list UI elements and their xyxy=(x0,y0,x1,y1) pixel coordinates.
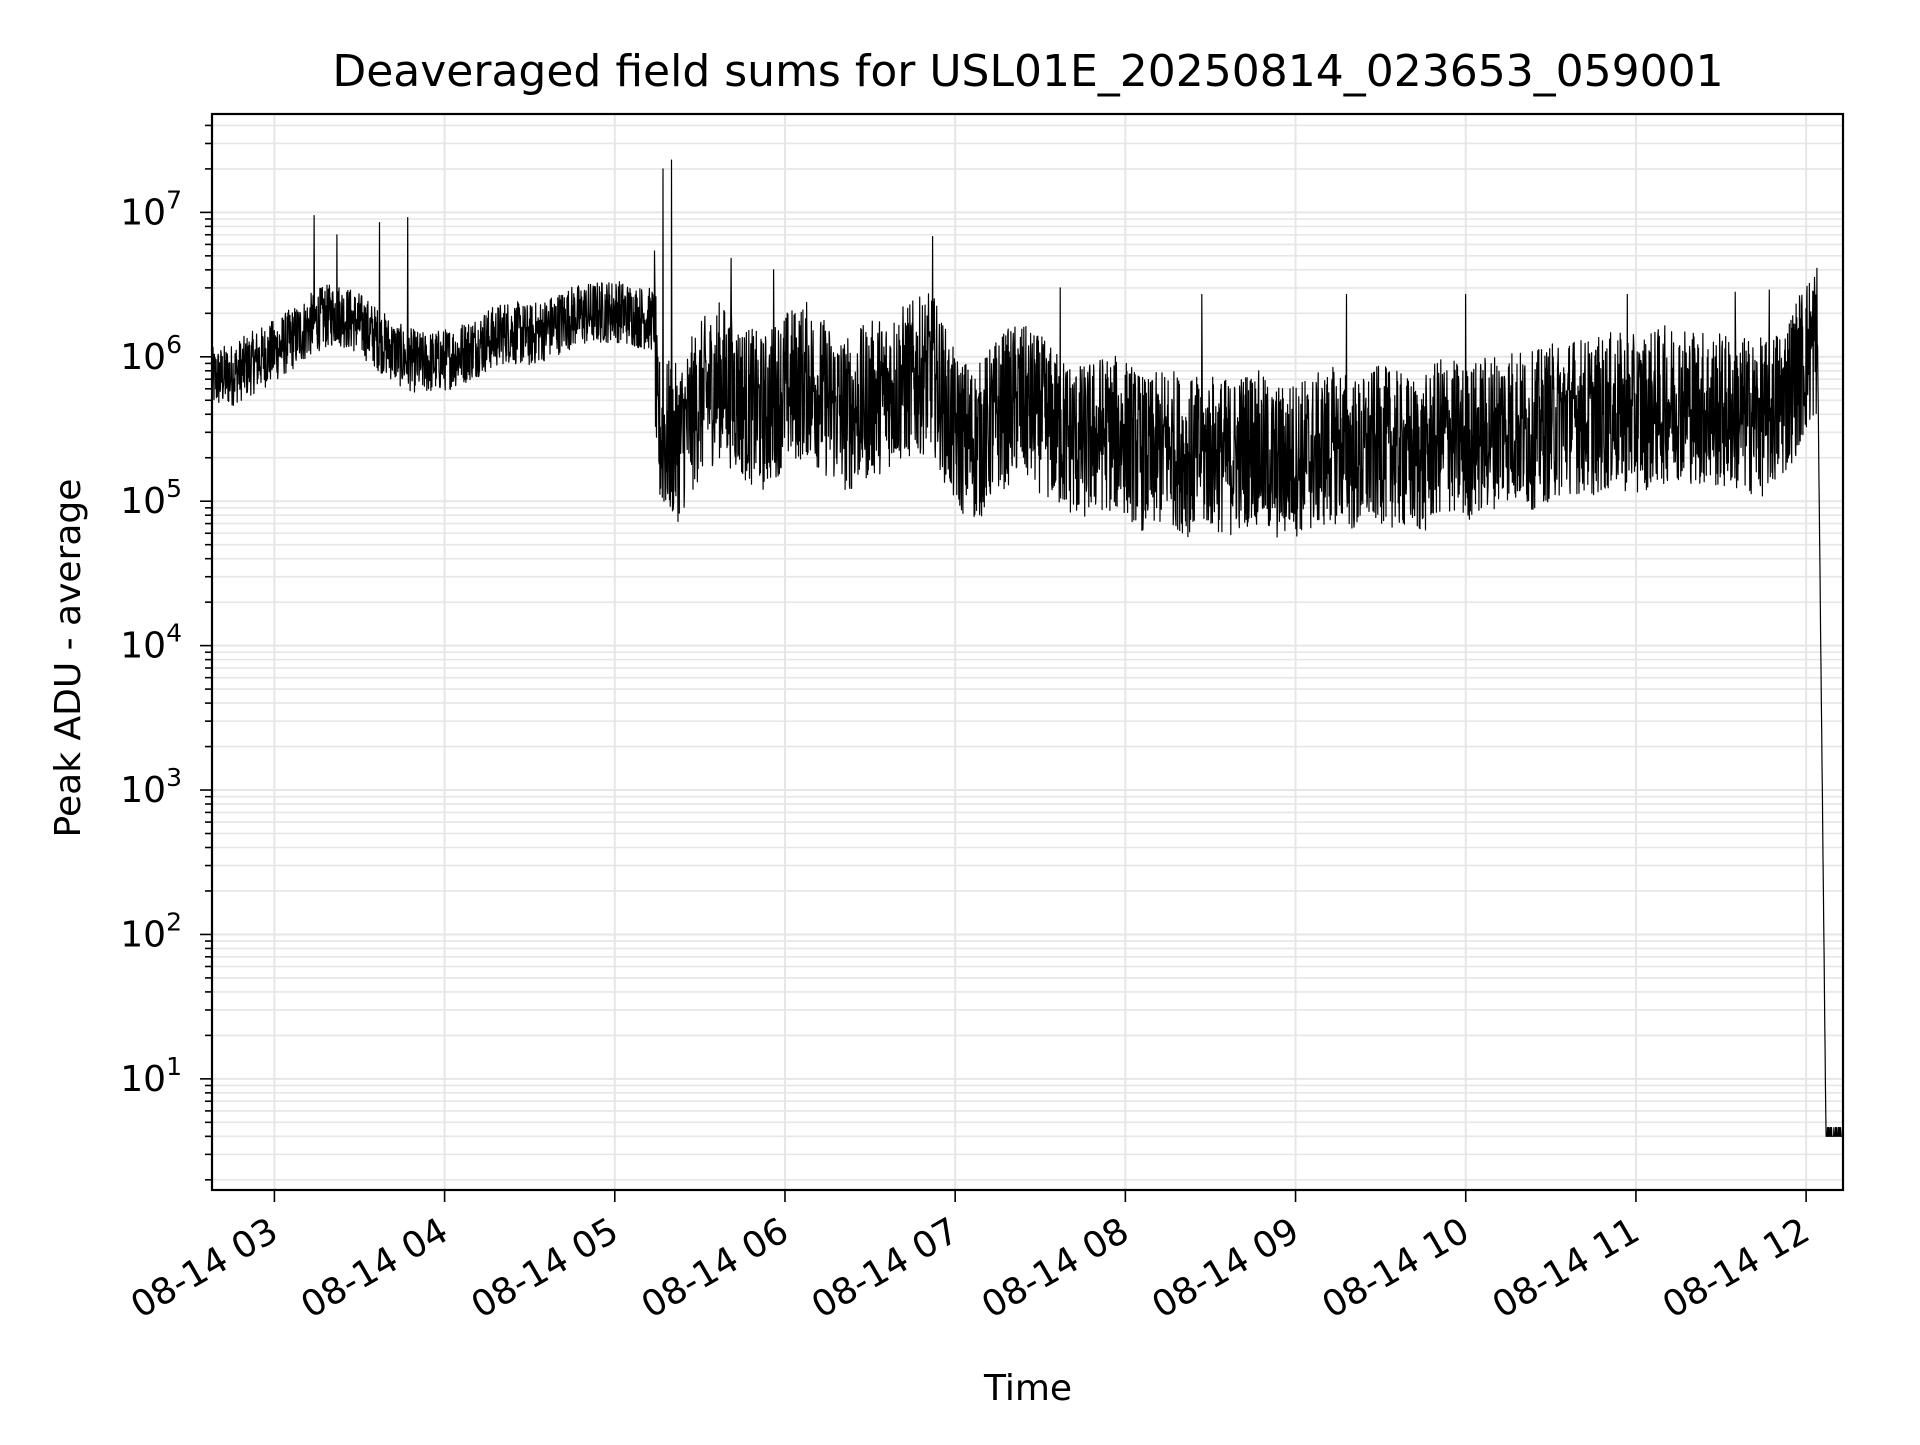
y-tick-label-exponent: 4 xyxy=(166,619,182,648)
y-tick-label-base: 10 xyxy=(120,770,166,811)
grid-layer xyxy=(212,114,1843,1190)
y-tick-label: 103 xyxy=(120,763,182,811)
x-axis-label: Time xyxy=(983,1368,1072,1409)
y-tick-label-exponent: 5 xyxy=(166,474,182,503)
y-tick-label: 107 xyxy=(120,185,182,233)
y-tick-label: 102 xyxy=(120,907,182,955)
chart-title: Deaveraged field sums for USL01E_2025081… xyxy=(332,46,1723,97)
y-tick-label: 105 xyxy=(120,474,182,522)
y-tick-label-base: 10 xyxy=(120,1059,166,1100)
y-axis-label: Peak ADU - average xyxy=(48,479,89,838)
y-tick-label: 104 xyxy=(120,619,182,667)
y-tick-label-exponent: 2 xyxy=(166,907,182,936)
y-tick-label-exponent: 1 xyxy=(166,1052,182,1081)
y-tick-label-base: 10 xyxy=(120,192,166,233)
series-line xyxy=(211,159,1843,1137)
y-tick-label-exponent: 7 xyxy=(166,185,182,214)
y-tick-label-base: 10 xyxy=(120,481,166,522)
y-tick-label-base: 10 xyxy=(120,626,166,667)
y-tick-label-base: 10 xyxy=(120,914,166,955)
y-tick-label: 106 xyxy=(120,330,182,378)
data-layer xyxy=(211,159,1843,1137)
y-tick-label-base: 10 xyxy=(120,337,166,378)
y-tick-label: 101 xyxy=(120,1052,182,1100)
y-tick-label-exponent: 6 xyxy=(166,330,182,359)
y-tick-label-exponent: 3 xyxy=(166,763,182,792)
